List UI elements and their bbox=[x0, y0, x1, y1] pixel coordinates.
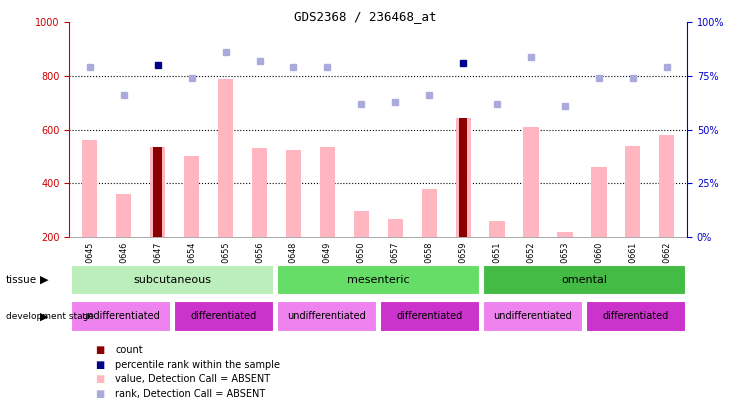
Bar bbox=[422, 189, 437, 237]
Bar bbox=[591, 167, 607, 237]
Bar bbox=[71, 301, 171, 332]
Text: ▶: ▶ bbox=[39, 311, 48, 321]
Bar bbox=[625, 146, 640, 237]
Bar bbox=[277, 264, 480, 295]
Bar bbox=[482, 264, 686, 295]
Text: value, Detection Call = ABSENT: value, Detection Call = ABSENT bbox=[115, 375, 270, 384]
Bar bbox=[459, 117, 467, 237]
Bar bbox=[252, 148, 267, 237]
Bar bbox=[490, 221, 504, 237]
Text: undifferentiated: undifferentiated bbox=[287, 311, 366, 321]
Bar bbox=[319, 147, 335, 237]
Bar bbox=[286, 150, 301, 237]
Bar bbox=[557, 232, 572, 237]
Bar bbox=[455, 117, 471, 237]
Bar bbox=[586, 301, 686, 332]
Text: mesenteric: mesenteric bbox=[347, 275, 409, 285]
Bar bbox=[116, 194, 132, 237]
Text: differentiated: differentiated bbox=[602, 311, 669, 321]
Bar bbox=[277, 301, 377, 332]
Bar bbox=[354, 211, 369, 237]
Text: undifferentiated: undifferentiated bbox=[493, 311, 572, 321]
Text: ■: ■ bbox=[95, 389, 105, 399]
Bar bbox=[387, 220, 403, 237]
Text: differentiated: differentiated bbox=[191, 311, 257, 321]
Bar bbox=[174, 301, 274, 332]
Text: ■: ■ bbox=[95, 375, 105, 384]
Text: ■: ■ bbox=[95, 345, 105, 355]
Bar bbox=[82, 140, 97, 237]
Bar bbox=[379, 301, 480, 332]
Text: tissue: tissue bbox=[6, 275, 37, 285]
Text: rank, Detection Call = ABSENT: rank, Detection Call = ABSENT bbox=[115, 389, 266, 399]
Bar bbox=[150, 147, 165, 237]
Text: omental: omental bbox=[561, 275, 607, 285]
Text: percentile rank within the sample: percentile rank within the sample bbox=[115, 360, 281, 370]
Text: count: count bbox=[115, 345, 143, 355]
Bar bbox=[659, 135, 675, 237]
Text: ■: ■ bbox=[95, 360, 105, 370]
Bar bbox=[218, 79, 233, 237]
Text: subcutaneous: subcutaneous bbox=[133, 275, 211, 285]
Bar bbox=[523, 127, 539, 237]
Text: GDS2368 / 236468_at: GDS2368 / 236468_at bbox=[295, 10, 436, 23]
Bar bbox=[71, 264, 274, 295]
Text: development stage: development stage bbox=[6, 312, 94, 321]
Bar bbox=[154, 147, 162, 237]
Bar bbox=[482, 301, 583, 332]
Text: undifferentiated: undifferentiated bbox=[82, 311, 160, 321]
Text: differentiated: differentiated bbox=[397, 311, 463, 321]
Bar bbox=[184, 156, 200, 237]
Text: ▶: ▶ bbox=[39, 275, 48, 285]
